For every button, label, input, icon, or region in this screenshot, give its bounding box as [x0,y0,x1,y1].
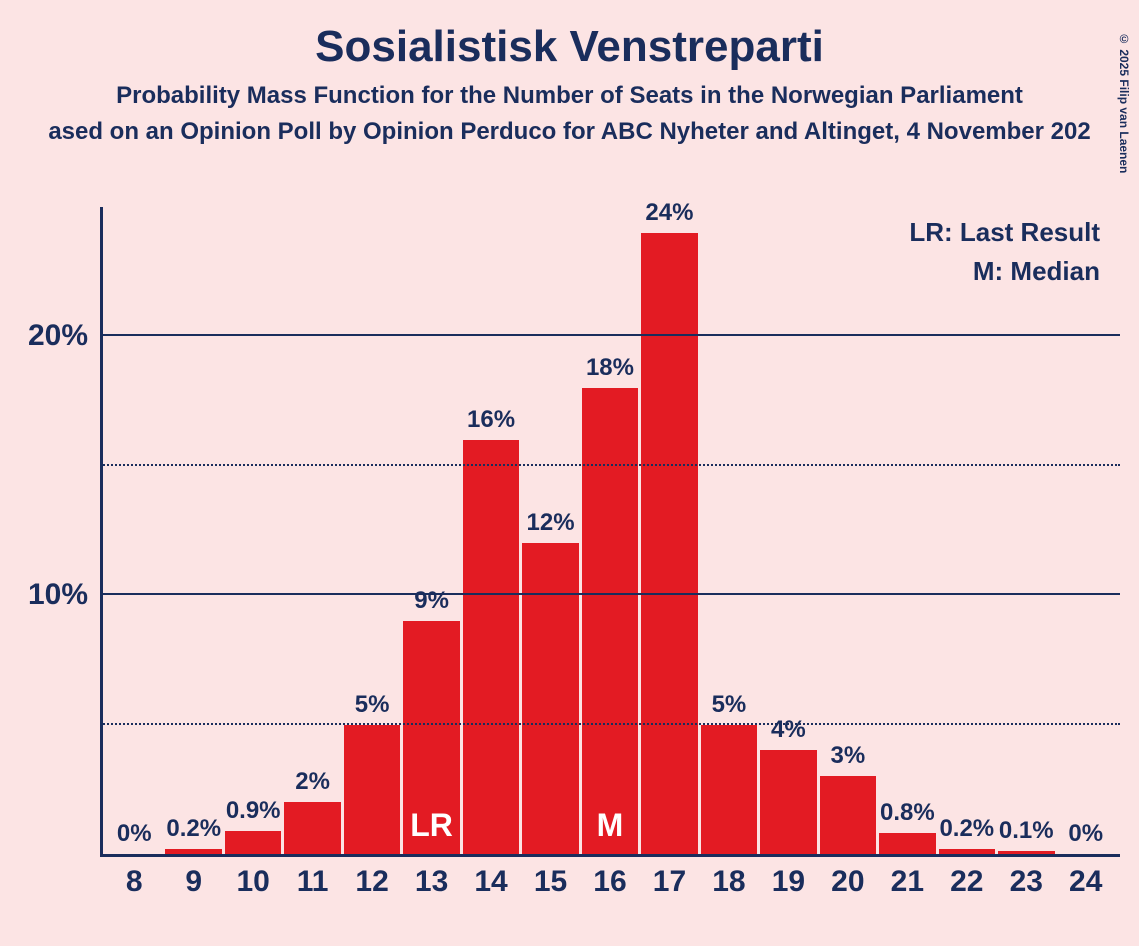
x-tick-label: 21 [879,865,935,899]
x-tick-label: 15 [522,865,578,899]
bars-container: 0%0.2%0.9%2%5%9%LR16%12%18%M24%5%4%3%0.8… [100,207,1120,854]
bar-slot: 0% [1058,207,1114,854]
x-tick-label: 23 [998,865,1054,899]
bar-slot: 24% [641,207,697,854]
bar-value-label: 5% [355,691,390,719]
x-tick-label: 14 [463,865,519,899]
bar-value-label: 16% [467,406,515,434]
x-tick-label: 18 [701,865,757,899]
bar-value-label: 24% [645,199,693,227]
bar-value-label: 0% [1068,820,1103,848]
x-tick-label: 11 [284,865,340,899]
x-tick-label: 9 [165,865,221,899]
bar: 0.1% [998,851,1054,854]
y-tick-label: 20% [28,319,100,353]
chart-subtitle: Probability Mass Function for the Number… [0,82,1139,110]
bar-slot: 0% [106,207,162,854]
bar-value-label: 9% [414,587,449,615]
bar-slot: 0.1% [998,207,1054,854]
bar-slot: 0.2% [165,207,221,854]
bar: 2% [284,802,340,854]
bar: 3% [820,776,876,854]
bar-value-label: 0.1% [999,817,1054,845]
x-tick-label: 20 [820,865,876,899]
bar: 0.2% [165,849,221,854]
bar-value-label: 18% [586,354,634,382]
bar-slot: 0.2% [939,207,995,854]
bar: 5% [701,725,757,854]
chart-title: Sosialistisk Venstreparti [0,22,1139,72]
gridline [100,464,1120,466]
chart-subtitle-2: ased on an Opinion Poll by Opinion Perdu… [0,118,1139,146]
bar-slot: 18% M [582,207,638,854]
x-tick-label: 17 [641,865,697,899]
bar-slot: 4% [760,207,816,854]
bar: 4% [760,750,816,854]
bar-value-label: 2% [295,768,330,796]
copyright-text: © 2025 Filip van Laenen [1117,32,1131,173]
bar-annotation: M [597,807,624,844]
bar-slot: 0.8% [879,207,935,854]
bar-value-label: 4% [771,716,806,744]
bar-annotation: LR [410,807,453,844]
bar-slot: 3% [820,207,876,854]
x-tick-label: 16 [582,865,638,899]
plot-area: LR: Last Result M: Median 0%0.2%0.9%2%5%… [100,207,1120,857]
gridline [100,723,1120,725]
bar: 0.8% [879,833,935,854]
x-axis [100,854,1120,857]
x-labels-container: 89101112131415161718192021222324 [100,865,1120,899]
gridline [100,593,1120,595]
bar-slot: 5% [701,207,757,854]
chart-area: LR: Last Result M: Median 0%0.2%0.9%2%5%… [0,207,1139,946]
gridline [100,334,1120,336]
bar: 24% [641,233,697,854]
bar-value-label: 5% [712,691,747,719]
bar-value-label: 0.2% [939,815,994,843]
x-tick-label: 12 [344,865,400,899]
bar-slot: 12% [522,207,578,854]
bar-value-label: 12% [526,509,574,537]
x-tick-label: 10 [225,865,281,899]
bar: 5% [344,725,400,854]
bar: 9%LR [403,621,459,854]
bar: 12% [522,543,578,854]
bar-value-label: 0.8% [880,799,935,827]
bar-slot: 9% LR [403,207,459,854]
y-tick-label: 10% [28,578,100,612]
x-tick-label: 24 [1058,865,1114,899]
bar-slot: 2% [284,207,340,854]
bar-slot: 5% [344,207,400,854]
bar: 16% [463,440,519,854]
bar-slot: 16% [463,207,519,854]
bar: 18%M [582,388,638,854]
x-tick-label: 8 [106,865,162,899]
bar: 0.9% [225,831,281,854]
bar-value-label: 0.2% [166,815,221,843]
bar-value-label: 3% [831,742,866,770]
bar: 0.2% [939,849,995,854]
bar-slot: 0.9% [225,207,281,854]
x-tick-label: 22 [939,865,995,899]
x-tick-label: 19 [760,865,816,899]
bar-value-label: 0% [117,820,152,848]
x-tick-label: 13 [403,865,459,899]
bar-value-label: 0.9% [226,797,281,825]
